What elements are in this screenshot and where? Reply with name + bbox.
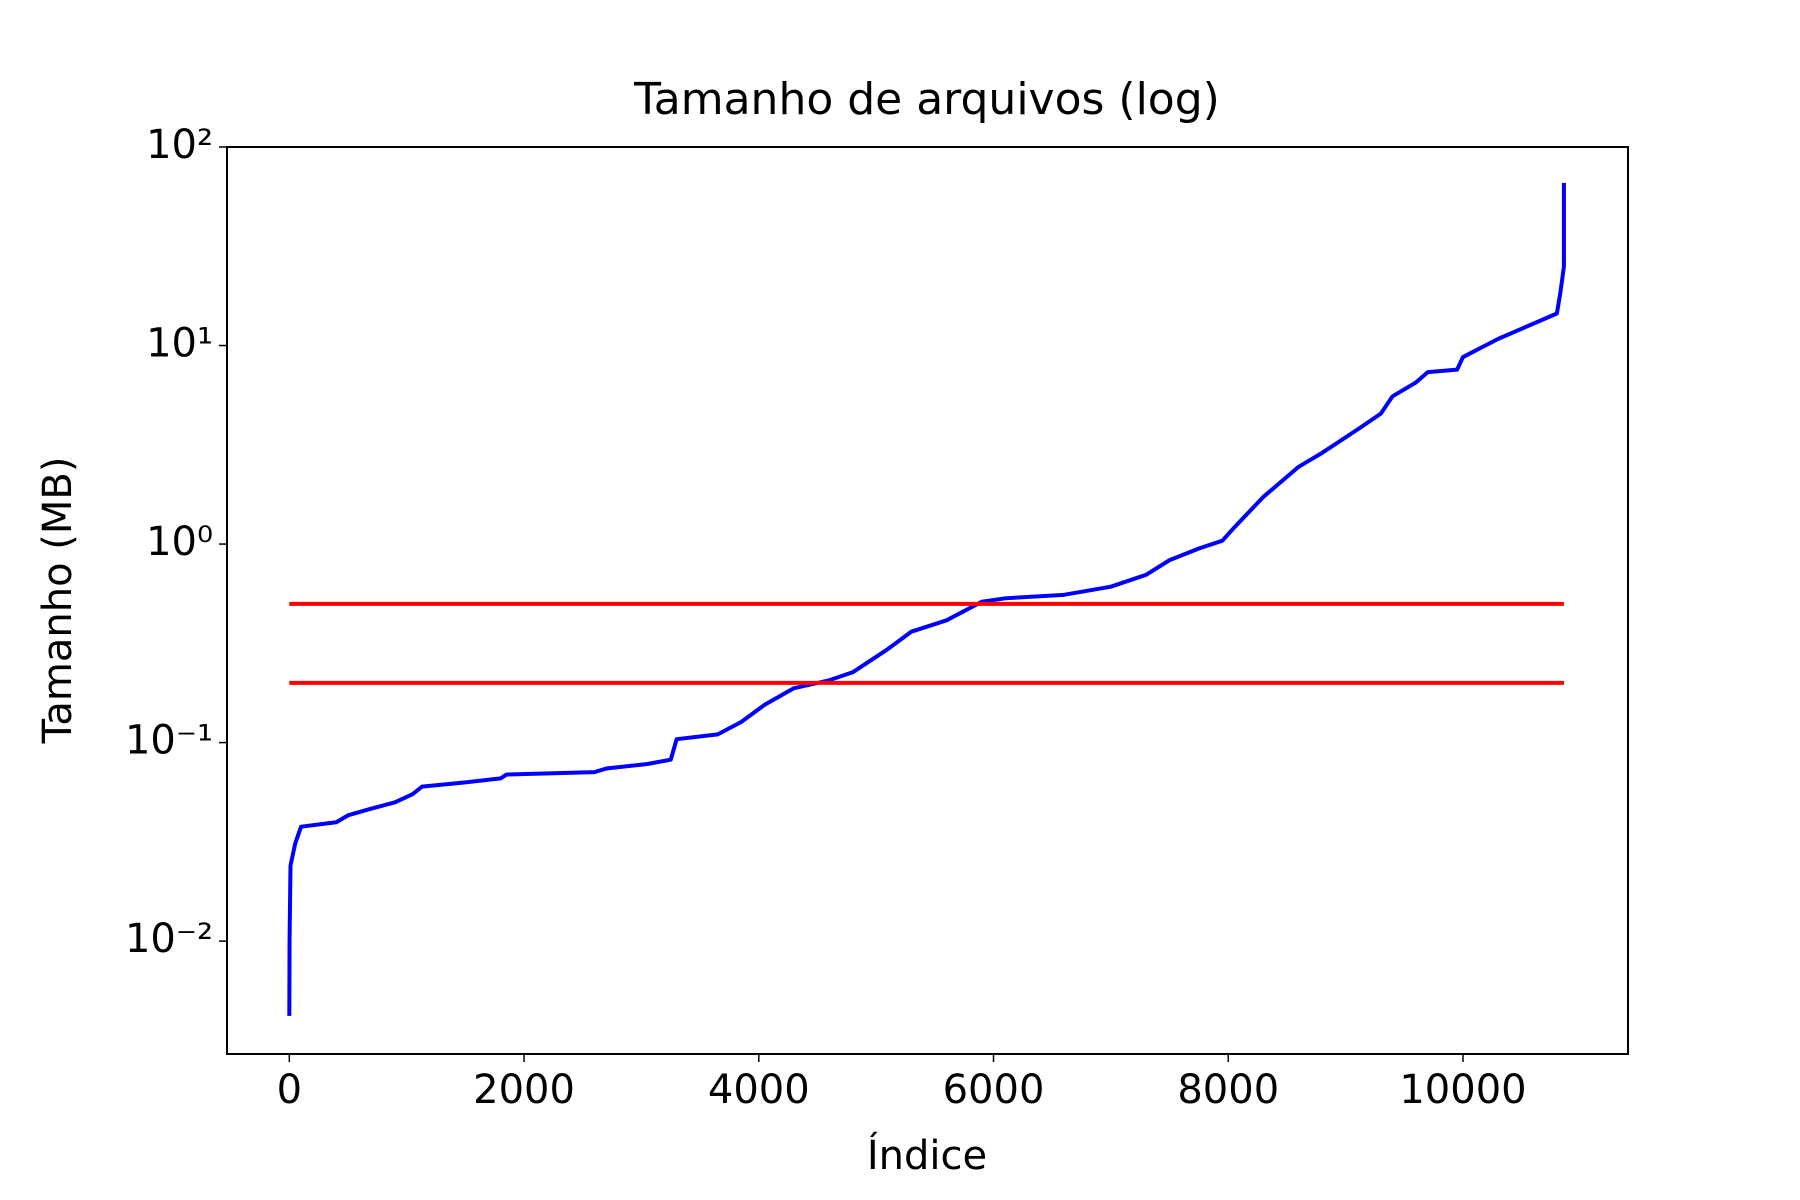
x-tick-label: 2000 (473, 1067, 575, 1113)
y-axis-label: Tamanho (MB) (35, 457, 81, 745)
chart-title: Tamanho de arquivos (log) (633, 74, 1220, 125)
y-tick-label: 10⁻¹ (125, 718, 213, 764)
plot-frame (226, 146, 1629, 1055)
x-tick-label: 6000 (943, 1067, 1045, 1113)
x-tick-label: 4000 (708, 1067, 810, 1113)
y-tick-label: 10⁰ (146, 519, 213, 565)
x-tick-label: 0 (277, 1067, 302, 1113)
x-tick-label: 8000 (1177, 1067, 1279, 1113)
x-axis-label: Índice (867, 1131, 987, 1179)
y-tick-label: 10² (146, 122, 213, 168)
y-tick-label: 10⁻² (125, 916, 213, 962)
y-tick-label: 10¹ (146, 321, 213, 367)
x-tick-label: 10000 (1399, 1067, 1526, 1113)
data-line (287, 182, 1566, 1016)
